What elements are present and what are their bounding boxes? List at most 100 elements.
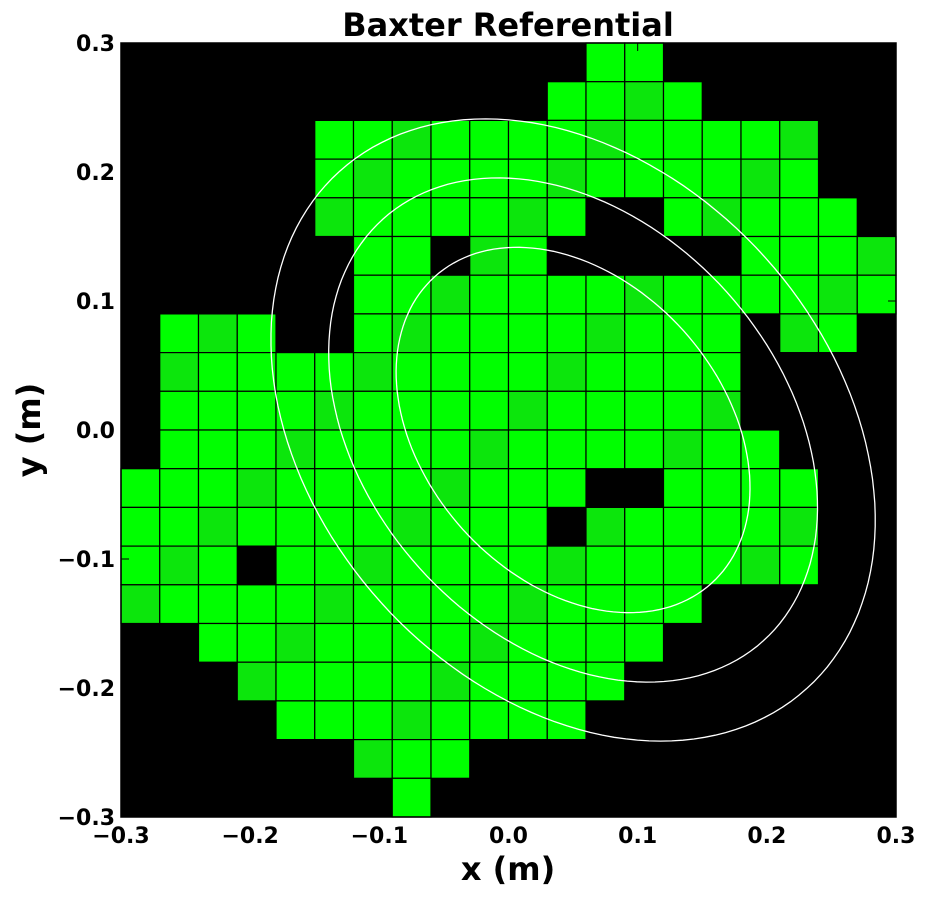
reachable-cell	[430, 506, 471, 547]
reachable-cell	[275, 584, 316, 625]
reachable-cell	[507, 661, 548, 702]
reachable-cell	[546, 429, 587, 470]
reachable-cell	[779, 119, 820, 160]
reachable-cell	[662, 81, 703, 121]
reachable-cell	[624, 42, 665, 83]
reachable-cell	[662, 390, 703, 431]
reachable-cell	[740, 235, 781, 276]
x-tick-label: 0.1	[618, 824, 657, 849]
reachable-cell	[236, 584, 277, 625]
reachable-cell	[701, 468, 742, 509]
x-tick-label: −0.1	[351, 824, 408, 849]
reachable-cell	[624, 352, 665, 392]
reachable-cell	[352, 738, 393, 779]
reachable-cell	[779, 506, 820, 547]
reachable-cell	[469, 390, 510, 431]
reachable-cell	[159, 313, 200, 354]
reachable-cell	[624, 584, 665, 625]
reachable-cell	[352, 352, 393, 392]
reachable-cell	[469, 700, 510, 741]
reachable-cell	[275, 545, 316, 586]
reachable-cell	[430, 468, 471, 509]
reachable-cell	[546, 545, 587, 586]
reachable-cell	[585, 352, 626, 392]
reachable-cell	[701, 313, 742, 354]
reachable-cell	[469, 584, 510, 625]
reachable-cell	[624, 390, 665, 431]
reachable-cell	[275, 700, 316, 741]
reachable-cell	[662, 352, 703, 392]
reachable-cell	[507, 700, 548, 741]
reachable-cell	[507, 506, 548, 547]
y-axis-label: y (m)	[10, 383, 48, 478]
reachable-cell	[352, 119, 393, 160]
reachable-cell	[856, 274, 897, 315]
reachable-cell	[352, 661, 393, 702]
reachable-cell	[624, 119, 665, 160]
reachable-cell	[391, 197, 432, 238]
reachable-cell	[624, 622, 665, 663]
reachable-cell	[197, 313, 238, 354]
x-tick-label: −0.3	[92, 824, 149, 849]
reachable-cell	[430, 352, 471, 392]
reachable-cell	[352, 468, 393, 509]
reachable-cell	[662, 119, 703, 160]
reachable-cell	[391, 584, 432, 625]
reachable-cell	[236, 661, 277, 702]
reachable-cell	[624, 81, 665, 121]
reachable-cell	[469, 274, 510, 315]
reachable-cell	[120, 584, 161, 625]
reachable-cell	[430, 622, 471, 663]
reachable-cell	[546, 700, 587, 741]
reachable-cell	[779, 197, 820, 238]
x-tick-label: −0.2	[221, 824, 278, 849]
reachable-cell	[817, 313, 858, 354]
reachable-cell	[546, 313, 587, 354]
reachable-cell	[507, 390, 548, 431]
reachable-cell	[352, 197, 393, 238]
reachable-cell	[430, 545, 471, 586]
reachable-cell	[469, 429, 510, 470]
reachable-cell	[430, 738, 471, 779]
reachable-cell	[507, 197, 548, 238]
reachable-cell	[546, 197, 587, 238]
reachable-cell	[662, 468, 703, 509]
reachable-cell	[546, 622, 587, 663]
reachable-cell	[236, 506, 277, 547]
reachable-cell	[585, 545, 626, 586]
reachable-cell	[740, 274, 781, 315]
reachable-cell	[314, 429, 355, 470]
reachable-cell	[701, 158, 742, 199]
reachable-cell	[779, 158, 820, 199]
reachable-cell	[624, 429, 665, 470]
reachable-cell	[779, 468, 820, 509]
reachable-cell	[391, 622, 432, 663]
reachable-cell	[236, 468, 277, 509]
reachable-cell	[546, 468, 587, 509]
x-tick-label: 0.3	[877, 824, 916, 849]
reachable-cell	[430, 119, 471, 160]
reachable-cell	[391, 545, 432, 586]
reachable-cell	[546, 158, 587, 199]
reachable-cell	[662, 274, 703, 315]
reachable-cell	[469, 468, 510, 509]
reachable-cell	[314, 545, 355, 586]
reachable-cell	[507, 274, 548, 315]
reachable-cell	[430, 158, 471, 199]
reachable-cell	[197, 622, 238, 663]
y-tick-label: −0.1	[58, 548, 115, 573]
reachable-cell	[585, 313, 626, 354]
reachable-cell	[236, 352, 277, 392]
y-tick-label: 0.3	[76, 32, 115, 57]
reachable-cell	[701, 119, 742, 160]
reachable-cell	[740, 197, 781, 238]
reachable-cell	[585, 390, 626, 431]
reachable-cell	[197, 506, 238, 547]
reachable-cell	[314, 352, 355, 392]
reachable-cell	[352, 545, 393, 586]
contour-layer	[270, 118, 876, 742]
contour-inner	[395, 246, 751, 614]
reachable-cell	[275, 622, 316, 663]
reachable-cell	[197, 390, 238, 431]
reachable-cell	[159, 429, 200, 470]
